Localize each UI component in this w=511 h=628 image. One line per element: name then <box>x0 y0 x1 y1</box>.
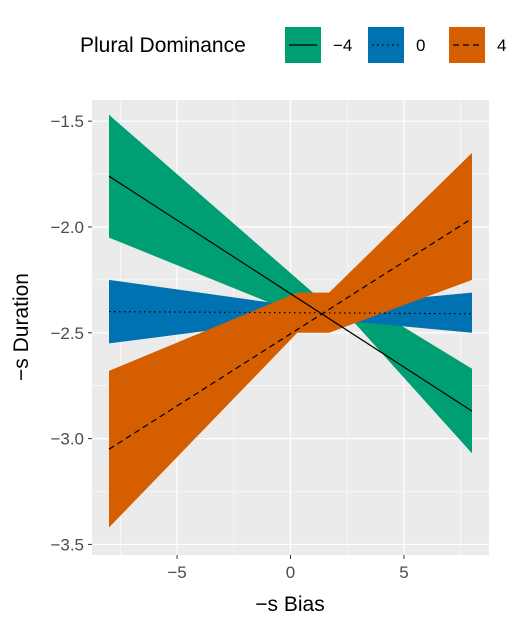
legend-title: Plural Dominance <box>80 34 246 57</box>
fit-line-0 <box>109 311 472 315</box>
legend-label: 4 <box>497 36 506 55</box>
legend: Plural Dominance −4 0 4 <box>80 27 506 63</box>
ribbons <box>109 114 472 528</box>
fit-line-4 <box>108 218 473 450</box>
x-axis: −5 0 5 <box>167 555 409 582</box>
fit-lines <box>108 175 473 450</box>
x-tick-label: 0 <box>286 563 295 582</box>
fit-line-−4 <box>108 175 473 412</box>
legend-label: 0 <box>416 36 425 55</box>
y-tick-label: −3.0 <box>50 430 84 449</box>
legend-label: −4 <box>333 36 352 55</box>
x-axis-title: −s Bias <box>255 593 324 616</box>
x-tick-label: −5 <box>167 563 186 582</box>
y-tick-label: −1.5 <box>50 112 84 131</box>
legend-keys: −4 0 4 <box>285 27 506 63</box>
y-tick-label: −2.0 <box>50 218 84 237</box>
y-tick-label: −3.5 <box>50 535 84 554</box>
y-axis: −1.5 −2.0 −2.5 −3.0 −3.5 <box>50 112 92 554</box>
x-tick-label: 5 <box>399 563 408 582</box>
y-axis-title: −s Duration <box>10 273 33 381</box>
ribbon-4 <box>109 152 472 528</box>
y-tick-label: −2.5 <box>50 324 84 343</box>
ribbon-−4 <box>109 114 472 454</box>
